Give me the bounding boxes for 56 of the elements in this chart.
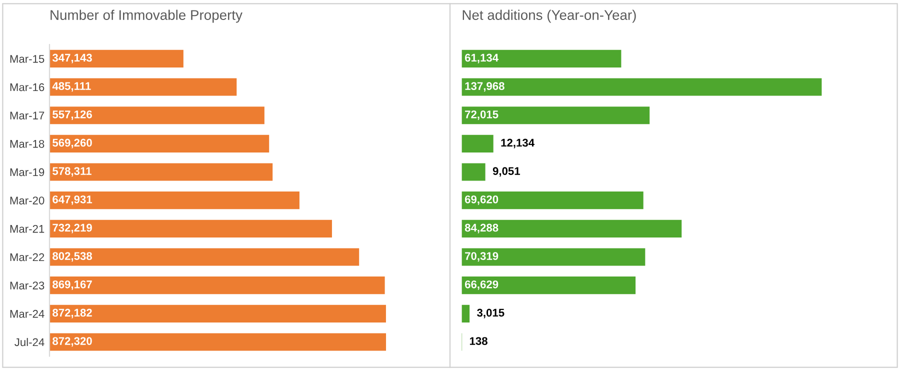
- bar: [50, 333, 386, 351]
- data-label: 869,167: [52, 280, 92, 290]
- bar: [50, 163, 273, 181]
- data-label: 70,319: [465, 252, 498, 262]
- bar: [50, 304, 386, 322]
- bar: [462, 106, 650, 124]
- y-tick-label: Mar-17: [10, 112, 44, 120]
- bar: [462, 134, 494, 152]
- bar: [462, 192, 644, 210]
- data-label: 569,260: [52, 138, 92, 148]
- data-label: 802,538: [52, 252, 92, 262]
- y-tick-label: Jul-24: [14, 338, 44, 346]
- bar: [50, 248, 360, 266]
- data-label: 9,051: [492, 167, 520, 177]
- bar: [462, 163, 486, 181]
- data-label: 69,620: [464, 195, 498, 205]
- y-tick-label: Mar-18: [10, 140, 44, 148]
- bar: [462, 78, 822, 96]
- data-label: 12,134: [501, 138, 534, 148]
- chart-title: Number of Immovable Property: [50, 10, 242, 23]
- data-label: 872,320: [52, 337, 92, 347]
- data-label: 578,311: [52, 167, 92, 177]
- bar: [50, 78, 237, 96]
- y-tick-label: Mar-16: [10, 83, 44, 92]
- bar: [50, 192, 300, 210]
- bar: [50, 134, 270, 152]
- bar: [462, 220, 682, 238]
- y-tick-label: Mar-15: [10, 55, 44, 63]
- y-tick-label: Mar-20: [10, 196, 44, 204]
- data-label: 647,931: [52, 195, 92, 205]
- data-label: 557,126: [52, 110, 92, 120]
- y-tick-label: Mar-22: [10, 253, 44, 262]
- bar: [462, 304, 470, 322]
- data-label: 485,111: [52, 82, 91, 92]
- data-label: 72,015: [465, 110, 498, 120]
- y-tick-label: Mar-19: [10, 168, 44, 176]
- data-label: 872,182: [52, 308, 92, 318]
- data-label: 138: [470, 337, 488, 345]
- data-label: 3,015: [477, 308, 504, 318]
- bar: [462, 248, 646, 266]
- bar: [50, 220, 332, 238]
- data-label: 732,219: [52, 224, 92, 234]
- data-label: 61,134: [464, 54, 499, 64]
- data-label: 84,288: [464, 224, 498, 234]
- data-label: 347,143: [52, 54, 92, 64]
- bar: [50, 276, 385, 294]
- bar: [50, 106, 264, 124]
- y-tick-label: Mar-21: [10, 224, 44, 233]
- y-tick-label: Mar-23: [10, 282, 44, 290]
- bar: [462, 276, 636, 294]
- data-label: 137,968: [465, 82, 504, 92]
- chart-title: Net additions (Year-on-Year): [462, 10, 636, 23]
- y-tick-label: Mar-24: [10, 310, 44, 318]
- bar: [50, 50, 184, 68]
- bar: [462, 50, 622, 68]
- data-label: 66,629: [464, 280, 498, 290]
